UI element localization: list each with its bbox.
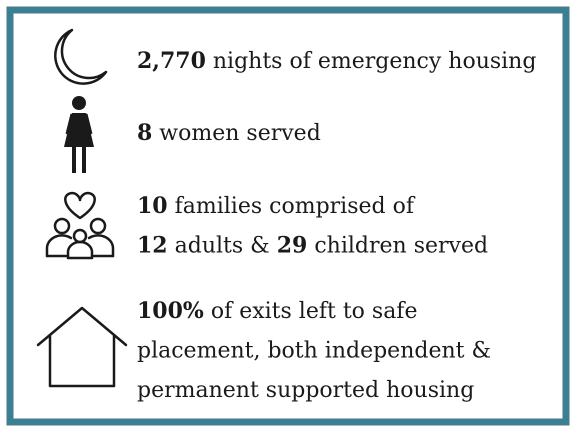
stat-line: 100% of exits left to safe: [137, 298, 417, 324]
stat-number: 10: [137, 193, 168, 219]
stat-text: adults &: [168, 234, 277, 259]
stat-text: placement, both independent &: [137, 339, 491, 364]
stat-number: 8: [137, 120, 152, 146]
stat-line: permanent supported housing: [137, 378, 474, 403]
moon-icon: [54, 28, 108, 85]
house-icon: [36, 306, 128, 388]
stat-text: nights of emergency housing: [206, 49, 537, 74]
woman-icon: [64, 96, 94, 173]
card-border: [6, 6, 570, 426]
stat-text: permanent supported housing: [137, 378, 474, 403]
stat-text: of exits left to safe: [204, 299, 418, 324]
stat-text: women served: [152, 121, 320, 146]
stat-number: 100%: [137, 298, 204, 324]
stat-line: 10 families comprised of: [137, 193, 416, 219]
stat-number: 29: [277, 233, 308, 259]
stat-number: 12: [137, 233, 168, 259]
stat-line: 12 adults & 29 children served: [137, 233, 488, 259]
stat-text: children served: [307, 234, 488, 259]
text-block: 2,770 nights of emergency housing 8 women…: [137, 48, 536, 403]
stat-line: 2,770 nights of emergency housing: [137, 48, 536, 74]
stat-text: families comprised of: [168, 194, 416, 219]
family-icon: [45, 191, 115, 260]
stat-line: 8 women served: [137, 120, 321, 146]
stat-line: placement, both independent &: [137, 339, 491, 364]
stat-number: 2,770: [137, 48, 206, 74]
